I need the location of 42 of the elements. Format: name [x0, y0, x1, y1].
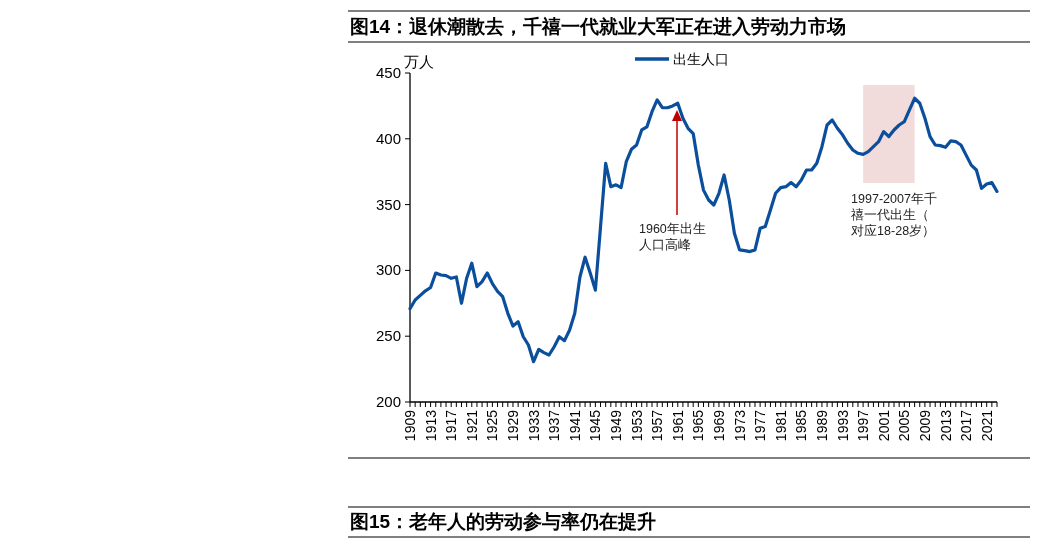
- y-tick-label: 450: [375, 64, 401, 81]
- x-tick-label: 1977: [752, 409, 769, 442]
- x-tick-label: 1993: [834, 409, 851, 442]
- x-tick-label: 1965: [690, 409, 707, 442]
- x-tick-label: 1917: [443, 409, 460, 442]
- x-tick-label: 2001: [875, 409, 892, 442]
- x-tick-label: 1921: [463, 409, 480, 442]
- legend-label: 出生人口: [673, 51, 729, 67]
- x-tick-label: 2005: [896, 409, 913, 442]
- y-tick-label: 200: [375, 393, 401, 410]
- caption: 图15：老年人的劳动参与率仍在提升: [350, 511, 657, 532]
- x-tick-label: 1925: [484, 409, 501, 442]
- x-tick-label: 1973: [731, 409, 748, 442]
- y-tick-label: 350: [375, 195, 401, 213]
- x-tick-label: 1913: [422, 409, 439, 442]
- x-tick-label: 1969: [710, 409, 727, 442]
- x-tick-label: 1909: [402, 409, 418, 442]
- band-label: 1997-2007年千禧一代出生（对应18-28岁）: [851, 192, 937, 238]
- x-tick-label: 2021: [978, 409, 995, 442]
- x-tick-label: 1933: [525, 409, 542, 442]
- x-tick-label: 1929: [504, 409, 521, 442]
- y-axis-title: 万人: [404, 53, 434, 70]
- x-tick-label: 1961: [669, 409, 686, 442]
- x-tick-label: 1953: [628, 409, 645, 442]
- line-series: [408, 96, 999, 364]
- x-tick-label: 1985: [793, 409, 810, 442]
- y-tick-label: 300: [375, 261, 401, 279]
- chart-title: 图14：退休潮散去，千禧一代就业大军正在进入劳动力市场: [350, 16, 847, 37]
- x-tick-label: 1945: [587, 409, 604, 442]
- y-tick-label: 250: [375, 327, 401, 345]
- y-tick-label: 400: [375, 129, 401, 147]
- x-tick-label: 1997: [855, 409, 872, 442]
- x-tick-label: 2017: [958, 409, 975, 442]
- x-tick-label: 1937: [546, 409, 563, 442]
- x-tick-label: 1941: [566, 409, 583, 442]
- x-tick-label: 1989: [813, 409, 830, 442]
- x-tick-label: 1981: [772, 409, 789, 442]
- x-tick-label: 1957: [649, 409, 666, 442]
- x-tick-label: 1949: [607, 409, 624, 442]
- x-tick-label: 2009: [916, 409, 933, 442]
- x-tick-label: 2013: [937, 409, 954, 442]
- annotation: 1960年出生人口高峰: [639, 222, 706, 252]
